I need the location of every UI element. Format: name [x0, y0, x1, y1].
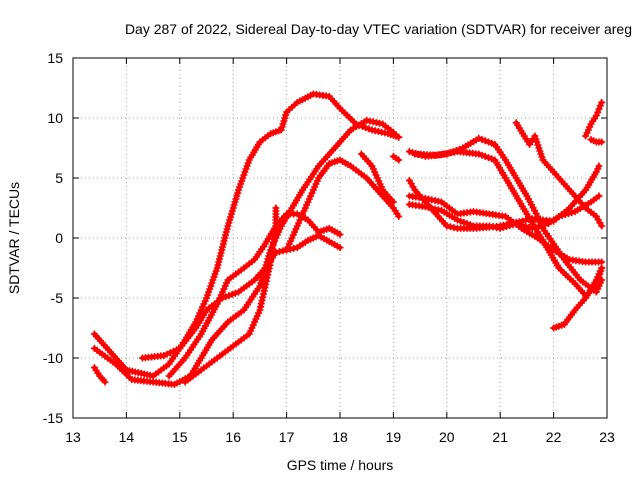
series-arc-1 — [90, 90, 403, 380]
x-tick-label: 16 — [225, 429, 241, 445]
series-arc-9 — [389, 152, 403, 164]
series-markers — [283, 156, 403, 254]
x-tick-label: 15 — [172, 429, 188, 445]
y-tick-label: -15 — [43, 410, 63, 426]
y-tick-label: -10 — [43, 350, 63, 366]
x-axis-label: GPS time / hours — [287, 457, 394, 473]
x-tick-label: 20 — [439, 429, 455, 445]
x-tick-label: 17 — [279, 429, 295, 445]
series-arc-7 — [283, 156, 403, 254]
series-markers — [512, 119, 606, 230]
y-tick-label: 0 — [55, 230, 63, 246]
series-markers — [181, 204, 280, 386]
series-markers — [389, 152, 403, 164]
grid — [73, 58, 607, 418]
x-tick-label: 22 — [546, 429, 562, 445]
y-axis-tick-labels: -15 -10 -5 0 5 10 15 — [43, 50, 63, 426]
y-axis-label: SDTVAR / TECUs — [6, 182, 22, 294]
data-series — [90, 90, 606, 388]
chart-title: Day 287 of 2022, Sidereal Day-to-day VTE… — [125, 21, 632, 37]
x-tick-label: 14 — [119, 429, 135, 445]
series-arc-16 — [582, 98, 606, 140]
series-markers — [587, 136, 606, 146]
y-tick-label: -5 — [51, 290, 64, 306]
x-axis-tick-labels: 13 14 15 16 17 18 19 20 21 22 23 — [65, 429, 615, 445]
x-tick-label: 19 — [386, 429, 402, 445]
series-arc-6 — [181, 204, 280, 386]
axis-ticks — [72, 57, 608, 419]
series-arc-2 — [90, 116, 403, 388]
series-markers — [165, 210, 344, 380]
y-tick-label: 5 — [55, 170, 63, 186]
x-tick-label: 23 — [599, 429, 615, 445]
series-arc-3 — [90, 364, 109, 386]
series-arc-5 — [165, 210, 344, 380]
series-arc-18 — [550, 264, 606, 332]
series-arc-17 — [587, 136, 606, 146]
series-markers — [582, 98, 606, 140]
series-markers — [90, 364, 109, 386]
series-arc-15 — [512, 119, 606, 230]
series-markers — [90, 116, 403, 388]
x-tick-label: 21 — [492, 429, 508, 445]
series-markers — [550, 264, 606, 332]
x-tick-label: 13 — [65, 429, 81, 445]
x-tick-label: 18 — [332, 429, 348, 445]
series-arc-8 — [357, 150, 397, 206]
y-tick-label: 10 — [47, 110, 63, 126]
y-tick-label: 15 — [47, 50, 63, 66]
series-markers — [357, 150, 397, 206]
